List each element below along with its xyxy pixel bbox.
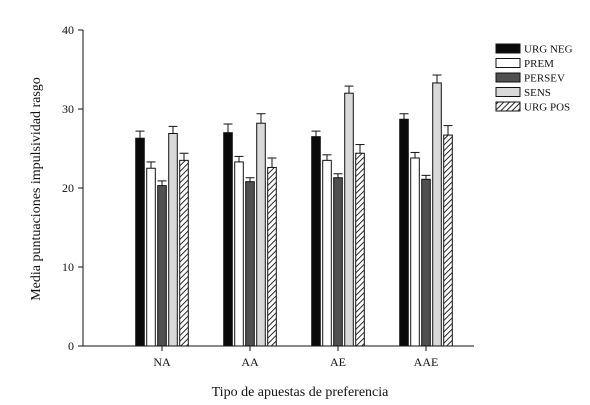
bar: [355, 152, 365, 347]
bar: [421, 178, 431, 347]
legend-label: PERSEV: [524, 73, 565, 85]
bar: [245, 181, 255, 347]
bar: [146, 167, 156, 347]
x-tick-label: NA: [153, 355, 171, 369]
legend-label: URG NEG: [524, 44, 573, 56]
y-tick-label: 40: [62, 23, 74, 37]
bar: [432, 82, 442, 347]
bar: [333, 177, 343, 347]
bar: [234, 161, 244, 347]
legend-swatch: [495, 101, 521, 112]
bar: [443, 134, 453, 347]
x-tick-label: AA: [241, 355, 259, 369]
y-tick-label: 0: [68, 339, 74, 353]
legend-swatch: [495, 72, 521, 83]
y-tick-label: 20: [62, 181, 74, 195]
legend-swatch: [495, 43, 521, 54]
x-tick-label: AE: [330, 355, 346, 369]
legend-swatch: [495, 58, 521, 68]
axes: 0 10 20 30 40 NA AA AE AAE: [62, 23, 474, 369]
bar: [311, 136, 321, 347]
bar: [410, 157, 420, 347]
bar: [223, 132, 233, 347]
bar: [168, 132, 178, 347]
legend-label: URG POS: [524, 102, 570, 114]
bar: [256, 122, 266, 347]
x-tick-label: AAE: [414, 355, 439, 369]
y-axis-title: Media puntuaciones impulsividad rasgo: [29, 77, 44, 301]
y-tick-label: 30: [62, 102, 74, 116]
legend: URG NEG PREM PERSEV SENS URG POS: [495, 43, 573, 114]
bar: [399, 118, 409, 347]
legend-label: PREM: [524, 58, 554, 70]
bar: [157, 185, 167, 347]
bar: [135, 137, 145, 347]
bar: [179, 159, 189, 347]
bar: [267, 166, 277, 347]
legend-label: SENS: [524, 87, 551, 99]
y-tick-label: 10: [62, 260, 74, 274]
bars-layer: [135, 74, 453, 347]
bar: [322, 159, 332, 347]
legend-swatch: [495, 87, 521, 97]
bar: [344, 92, 354, 347]
x-axis-title: Tipo de apuestas de preferencia: [212, 385, 390, 400]
